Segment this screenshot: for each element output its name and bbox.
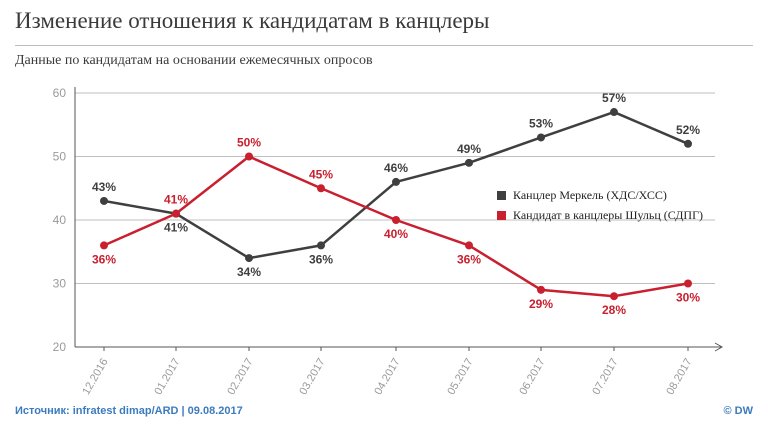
legend-label-schulz: Кандидат в канцлеры Шульц (СДПГ) [513,207,703,222]
x-tick-label: 04.2017 [372,357,402,397]
chart-title: Изменение отношения к кандидатам в канцл… [15,8,490,33]
data-label-schulz: 50% [237,136,261,150]
x-tick-label: 06.2017 [517,357,547,397]
y-tick-label: 60 [53,86,67,100]
dw-brand: © DW [723,405,754,417]
data-point-schulz [537,285,545,294]
data-point-merkel [100,196,108,205]
data-point-schulz [610,292,618,301]
legend-label-merkel: Канцлер Меркель (ХДС/ХСС) [513,187,667,202]
data-point-merkel [537,133,545,142]
x-axis-arrow [714,342,724,352]
data-point-merkel [465,158,473,167]
legend-swatch-merkel [497,190,506,200]
data-point-merkel [392,177,400,186]
x-tick-label: 08.2017 [664,357,694,397]
data-point-merkel [245,254,253,263]
legend-item-merkel: Канцлер Меркель (ХДС/ХСС) [497,185,703,205]
data-label-merkel: 57% [602,91,626,105]
x-tick-label: 07.2017 [590,357,620,397]
data-label-merkel: 43% [92,180,116,194]
data-point-schulz [392,216,400,224]
data-label-schulz: 29% [529,297,553,311]
data-label-merkel: 41% [164,221,188,235]
source-note: Источник: infratest dimap/ARD | 09.08.20… [15,405,243,417]
data-label-merkel: 36% [309,252,333,266]
x-tick-label: 12.2016 [80,357,110,397]
data-point-schulz [684,279,692,288]
data-point-merkel [610,108,618,117]
data-label-merkel: 49% [457,142,481,156]
data-label-schulz: 28% [602,303,626,317]
data-label-schulz: 36% [457,252,481,266]
data-label-schulz: 40% [384,227,408,241]
data-label-schulz: 36% [92,252,116,266]
title-divider [15,45,753,46]
data-label-schulz: 45% [309,167,333,181]
y-tick-label: 30 [53,277,67,291]
data-point-schulz [245,152,253,161]
data-label-merkel: 53% [529,116,553,130]
data-point-schulz [100,241,108,250]
x-tick-label: 02.2017 [225,357,255,397]
data-point-merkel [317,241,325,250]
data-point-schulz [172,209,180,218]
y-tick-label: 50 [53,150,67,164]
data-point-schulz [465,241,473,250]
chart-legend: Канцлер Меркель (ХДС/ХСС) Кандидат в кан… [497,185,703,225]
data-label-schulz: 30% [676,291,700,305]
legend-item-schulz: Кандидат в канцлеры Шульц (СДПГ) [497,205,703,225]
data-label-schulz: 41% [164,193,188,207]
data-label-merkel: 34% [237,265,261,279]
chart-subtitle: Данные по кандидатам на основании ежемес… [15,53,373,68]
data-label-merkel: 46% [384,161,408,175]
x-tick-label: 03.2017 [297,357,327,397]
y-tick-label: 40 [53,213,67,227]
x-tick-label: 01.2017 [152,357,182,397]
x-tick-label: 05.2017 [445,357,475,397]
data-label-merkel: 52% [676,123,700,137]
data-point-schulz [317,184,325,193]
legend-swatch-schulz [497,210,506,220]
y-tick-label: 20 [53,340,67,354]
data-point-merkel [684,139,692,148]
